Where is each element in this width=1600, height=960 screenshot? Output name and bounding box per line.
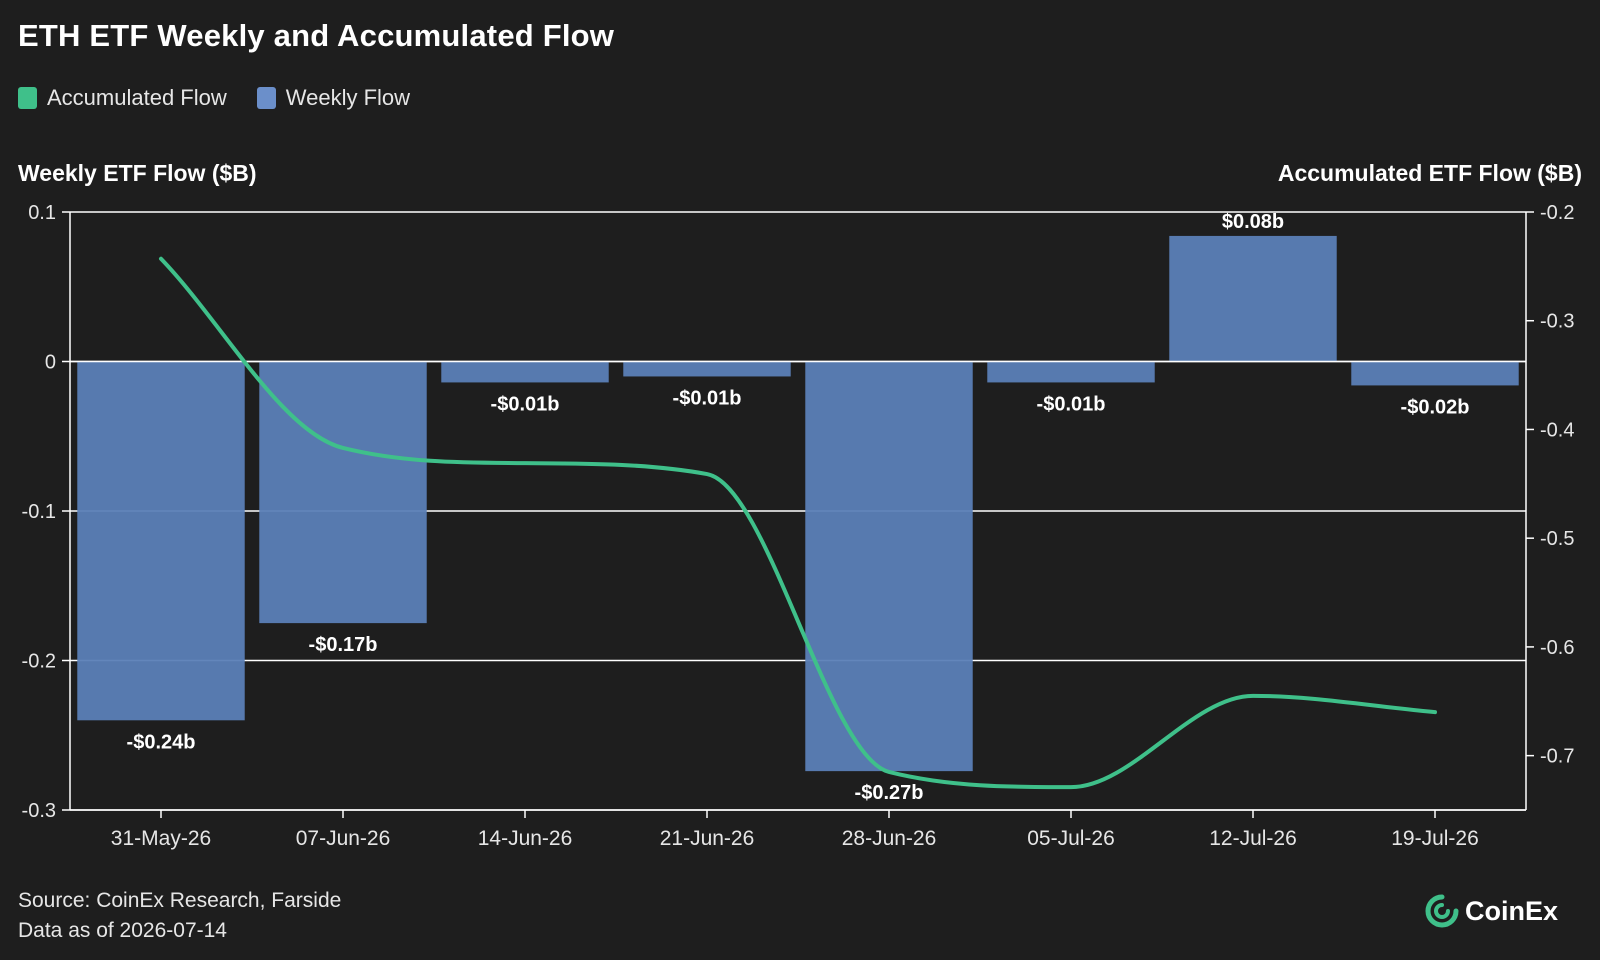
brand-logo: CoinEx bbox=[1425, 894, 1558, 928]
legend-label-weekly-flow: Weekly Flow bbox=[285, 85, 411, 110]
left-tick-label: -0.1 bbox=[22, 501, 56, 523]
weekly-flow-bar bbox=[77, 361, 245, 721]
left-axis-title: Weekly ETF Flow ($B) bbox=[18, 160, 257, 186]
bar-data-label: $0.08b bbox=[1222, 211, 1284, 233]
left-tick-label: 0 bbox=[45, 352, 56, 374]
x-tick-label: 31-May-26 bbox=[111, 827, 211, 850]
weekly-flow-bars bbox=[77, 235, 1519, 772]
accumulated-flow-line bbox=[159, 256, 1437, 790]
weekly-flow-bar bbox=[441, 361, 609, 383]
bar-data-label: -$0.27b bbox=[855, 782, 924, 804]
left-tick-label: -0.3 bbox=[22, 800, 56, 822]
right-tick-label: -0.5 bbox=[1540, 528, 1574, 550]
left-tick-label: 0.1 bbox=[28, 202, 56, 224]
data-as-of-text: Data as of 2026-07-14 bbox=[18, 919, 227, 942]
source-text: Source: CoinEx Research, Farside bbox=[18, 889, 342, 912]
bar-data-label: -$0.01b bbox=[491, 393, 560, 415]
chart-legend: Accumulated Flow Weekly Flow bbox=[18, 85, 410, 111]
bar-data-label: -$0.01b bbox=[673, 387, 742, 409]
legend-label-accumulated-flow: Accumulated Flow bbox=[47, 85, 227, 110]
weekly-flow-bar bbox=[623, 361, 791, 377]
right-tick-label: -0.7 bbox=[1540, 746, 1574, 768]
right-tick-label: -0.4 bbox=[1540, 419, 1574, 441]
left-tick-label: -0.2 bbox=[22, 651, 56, 673]
coinex-logo-icon bbox=[1425, 894, 1459, 928]
axes: 0.1 0 -0.1 -0.2 -0.3 -0.2 -0.3 -0.4 -0.5 -0.6 -0.7… bbox=[22, 202, 1575, 850]
right-tick-label: -0.3 bbox=[1540, 311, 1574, 333]
chart-title: ETH ETF Weekly and Accumulated Flow bbox=[18, 18, 615, 53]
weekly-flow-bar bbox=[259, 361, 427, 624]
bar-data-label: -$0.01b bbox=[1037, 393, 1106, 415]
legend-item-accumulated-flow[interactable]: Accumulated Flow bbox=[18, 85, 227, 111]
bar-data-label: -$0.24b bbox=[127, 731, 196, 753]
right-axis-title: Accumulated ETF Flow ($B) bbox=[1277, 160, 1582, 186]
chart-plot: -$0.24b -$0.17b -$0.01b -$0.01b -$0.27b -$0.0… bbox=[22, 202, 1575, 850]
x-tick-label: 21-Jun-26 bbox=[660, 827, 755, 850]
x-tick-label: 19-Jul-26 bbox=[1391, 827, 1479, 850]
weekly-flow-bar bbox=[987, 361, 1155, 383]
right-tick-label: -0.6 bbox=[1540, 637, 1574, 659]
accumulated-flow-line-group bbox=[159, 256, 1437, 790]
legend-swatch-accumulated-flow bbox=[18, 87, 37, 109]
bar-data-label: -$0.02b bbox=[1401, 396, 1470, 418]
weekly-flow-bar bbox=[1169, 235, 1337, 362]
data-labels: -$0.24b -$0.17b -$0.01b -$0.01b -$0.27b -$0.0… bbox=[127, 211, 1470, 804]
weekly-flow-bar bbox=[1351, 361, 1519, 386]
x-tick-label: 07-Jun-26 bbox=[296, 827, 391, 850]
right-tick-label: -0.2 bbox=[1540, 202, 1574, 224]
x-tick-label: 12-Jul-26 bbox=[1209, 827, 1297, 850]
legend-swatch-weekly-flow bbox=[256, 87, 276, 109]
x-tick-label: 28-Jun-26 bbox=[842, 827, 937, 850]
brand-name: CoinEx bbox=[1464, 895, 1558, 926]
source-note: Source: CoinEx Research, Farside Data as… bbox=[18, 886, 341, 946]
x-tick-label: 05-Jul-26 bbox=[1027, 827, 1115, 850]
legend-item-weekly-flow[interactable]: Weekly Flow bbox=[256, 85, 411, 111]
x-tick-label: 14-Jun-26 bbox=[478, 827, 573, 850]
weekly-flow-bar bbox=[805, 361, 973, 772]
bar-data-label: -$0.17b bbox=[309, 634, 378, 656]
